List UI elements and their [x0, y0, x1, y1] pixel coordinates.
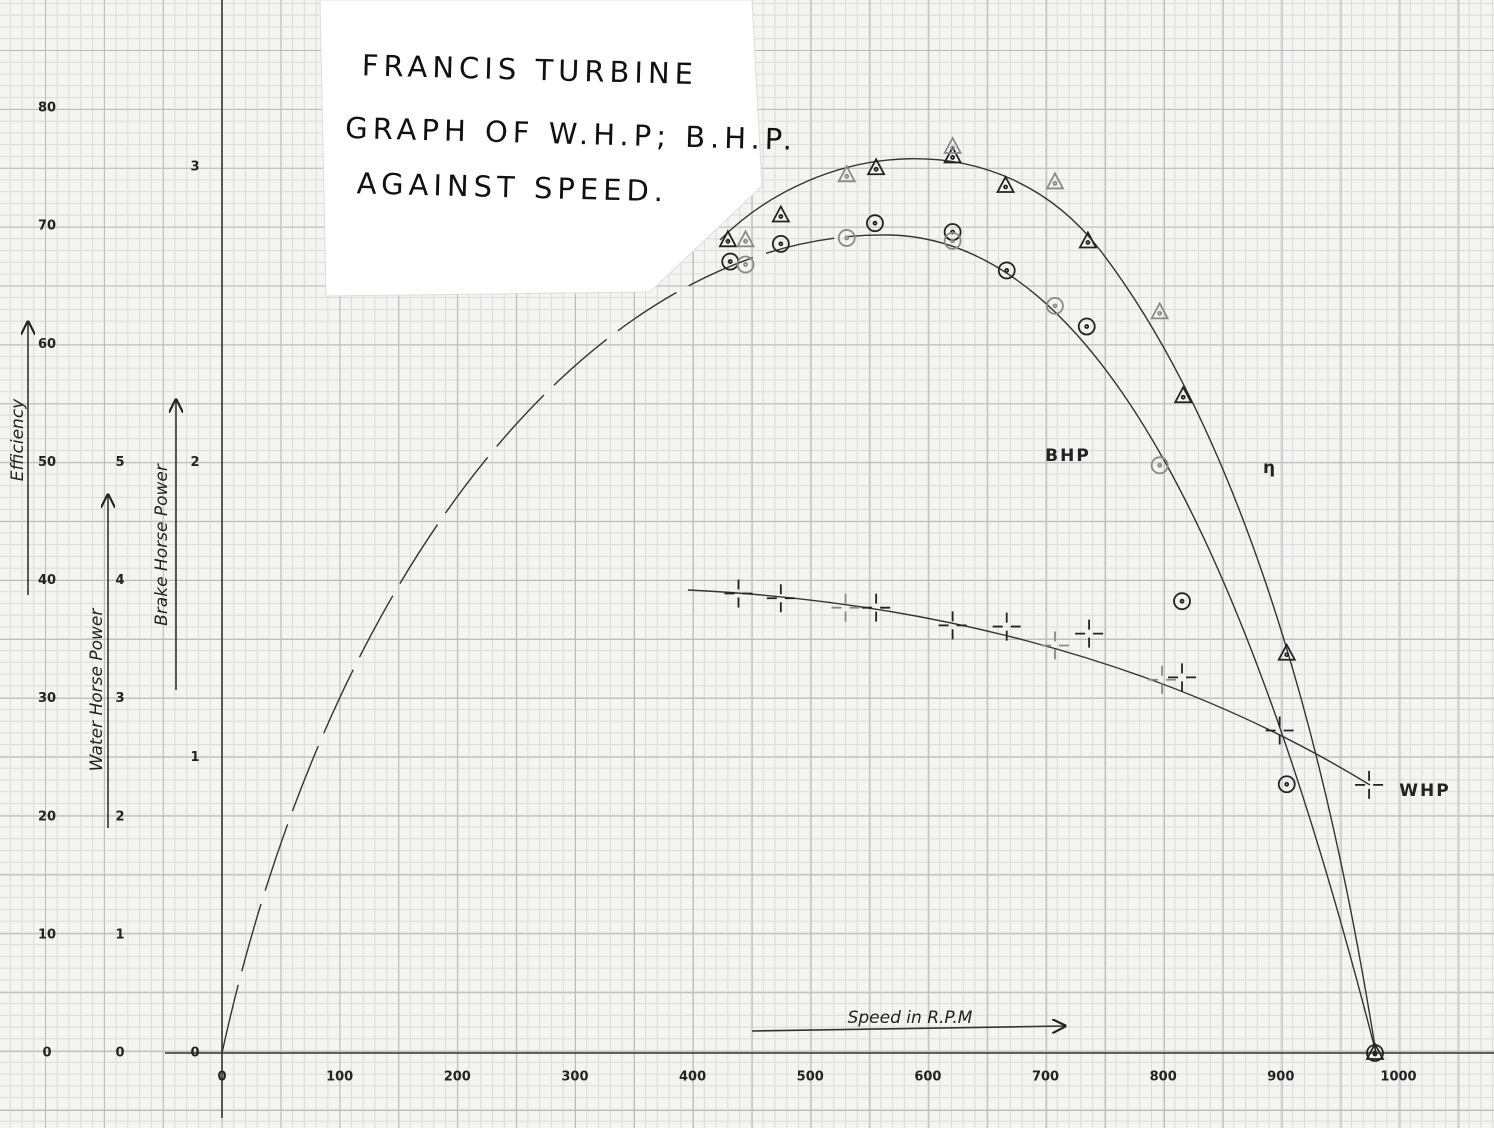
efficiency-fit [719, 158, 1377, 1054]
data-point [1355, 770, 1384, 799]
y-axis-title: Water Horse Power [87, 608, 107, 772]
data-point [1277, 775, 1296, 794]
data-point [1173, 592, 1191, 610]
data-point [1046, 297, 1064, 315]
y-tick-label: 0 [115, 1046, 124, 1061]
y-tick-label: 3 [190, 160, 199, 175]
data-point [837, 229, 856, 247]
x-tick-label: 600 [914, 1070, 941, 1085]
x-tick-label: 400 [679, 1070, 706, 1085]
data-point [724, 579, 753, 608]
data-point [736, 255, 755, 274]
y-tick-label: 50 [38, 455, 56, 470]
data-point [938, 611, 967, 640]
y-tick-label: 2 [115, 809, 124, 824]
x-tick-label: 100 [326, 1070, 353, 1085]
data-point [771, 235, 790, 253]
data-point [992, 612, 1021, 641]
y-tick-label: 1 [190, 750, 199, 765]
data-point [1150, 456, 1169, 475]
y-axis-title: Brake Horse Power [152, 463, 172, 626]
data-point [1045, 171, 1065, 190]
title-note [319, 0, 763, 297]
data-point [831, 593, 860, 622]
data-point [943, 232, 962, 250]
data-point [1277, 642, 1297, 661]
x-tick-label: 900 [1267, 1070, 1294, 1085]
data-point [771, 204, 791, 223]
x-axis-title: Speed in R.P.M [848, 1008, 973, 1028]
data-point [1265, 716, 1294, 745]
curve-label: η [1263, 458, 1277, 478]
curve-label: WHP [1399, 781, 1450, 801]
title-line: AGAINST SPEED. [356, 166, 668, 208]
x-tick-label: 500 [797, 1070, 824, 1085]
data-point [866, 214, 884, 232]
y-tick-label: 2 [190, 455, 199, 470]
x-tick-label: 0 [217, 1070, 226, 1085]
data-point [997, 261, 1016, 280]
x-tick-label: 800 [1150, 1070, 1177, 1085]
data-point [943, 136, 963, 154]
x-tick-label: 1000 [1380, 1070, 1416, 1085]
y-tick-label: 30 [38, 691, 56, 706]
y-axis-title: Efficiency [8, 398, 28, 481]
data-point [1077, 317, 1096, 336]
y-tick-label: 60 [38, 337, 56, 352]
y-tick-label: 5 [115, 455, 124, 470]
data-point [1173, 385, 1193, 404]
data-point [837, 164, 857, 183]
data-point [862, 593, 891, 622]
x-tick-label: 300 [561, 1070, 588, 1085]
bhp-fit [889, 234, 1377, 1054]
data-point [1040, 631, 1069, 660]
data-point [1366, 1044, 1384, 1062]
data-point [1148, 665, 1177, 694]
y-tick-label: 0 [42, 1046, 51, 1061]
data-point [736, 229, 756, 248]
axis-arrow [751, 1026, 1065, 1031]
data-point [1078, 230, 1098, 249]
data-point [1168, 663, 1197, 692]
data-point [1075, 619, 1104, 648]
data-point [721, 252, 740, 271]
y-tick-label: 1 [115, 927, 124, 942]
y-tick-label: 40 [38, 573, 56, 588]
bhp-fit-extrapolated [221, 234, 891, 1054]
y-tick-label: 4 [115, 573, 124, 588]
data-point [943, 145, 963, 164]
data-point [866, 157, 886, 176]
y-tick-label: 70 [38, 219, 56, 234]
x-tick-label: 200 [444, 1070, 471, 1085]
curve-label: BHP [1045, 446, 1091, 466]
whp-fit [687, 589, 1371, 786]
data-point [996, 175, 1016, 193]
y-tick-label: 80 [38, 101, 56, 116]
y-tick-label: 3 [115, 691, 124, 706]
x-tick-label: 700 [1032, 1070, 1059, 1085]
y-tick-label: 0 [190, 1046, 199, 1061]
y-tick-label: 20 [38, 809, 56, 824]
data-point [1150, 301, 1170, 320]
y-tick-label: 10 [38, 927, 56, 942]
data-point [766, 584, 795, 613]
data-point [718, 229, 738, 248]
